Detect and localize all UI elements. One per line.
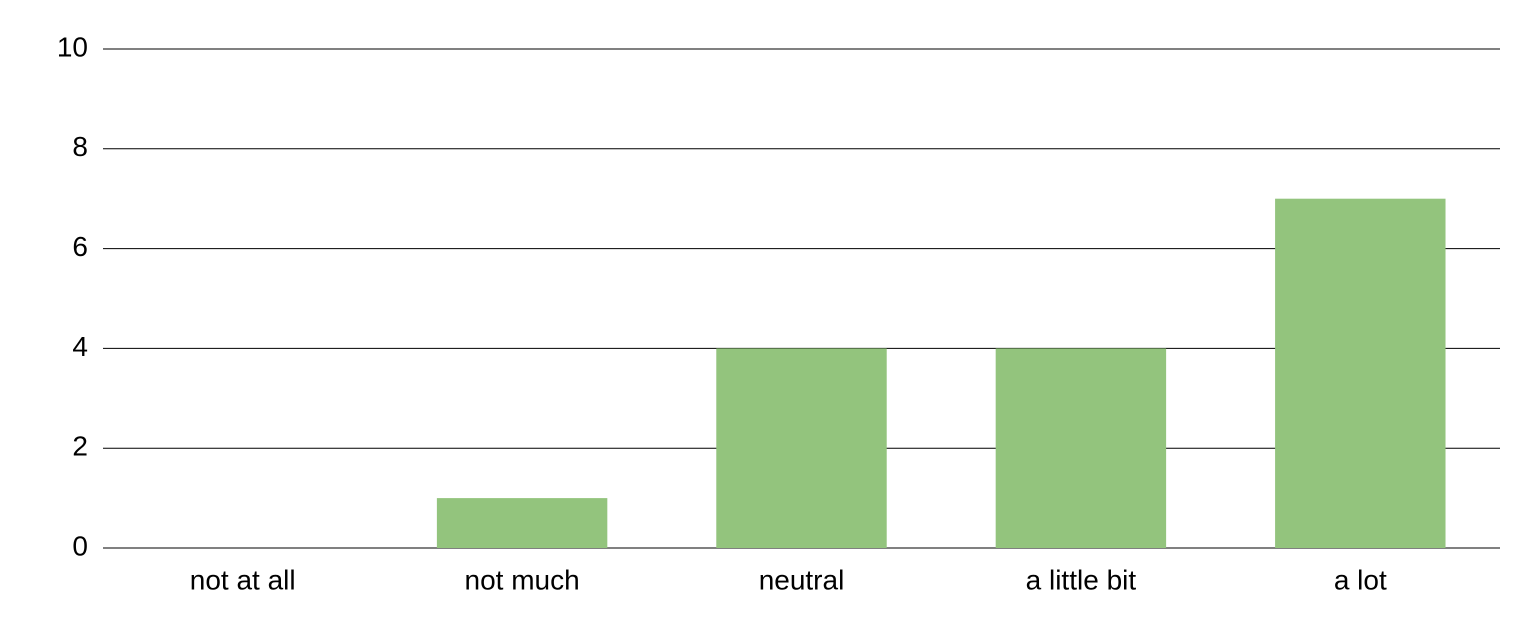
y-tick-label: 10: [57, 31, 88, 62]
y-tick-label: 6: [72, 231, 88, 262]
x-tick-label: not much: [465, 564, 580, 595]
bar: [716, 348, 887, 548]
x-tick-label: neutral: [759, 564, 845, 595]
x-tick-label: a lot: [1334, 564, 1387, 595]
bar: [1275, 198, 1446, 548]
bar: [436, 498, 608, 548]
y-tick-label: 2: [72, 431, 88, 462]
y-tick-label: 4: [72, 331, 88, 362]
y-tick-label: 8: [72, 131, 88, 162]
x-tick-label: not at all: [190, 564, 296, 595]
bar: [995, 348, 1167, 548]
x-tick-label: a little bit: [1026, 564, 1137, 595]
y-tick-label: 0: [72, 530, 88, 561]
